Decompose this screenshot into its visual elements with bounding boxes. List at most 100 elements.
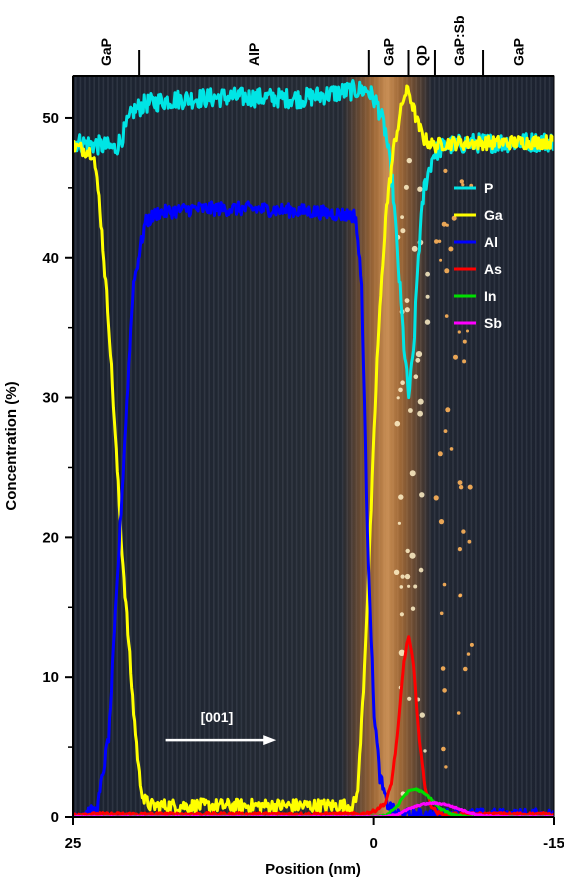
bright-spot — [406, 157, 412, 164]
bright-spot — [457, 330, 461, 334]
lattice-stripe — [194, 76, 197, 817]
lattice-stripe — [507, 76, 509, 817]
lattice-stripe — [75, 76, 77, 817]
legend-label-in: In — [484, 288, 496, 304]
lattice-stripe — [272, 76, 275, 817]
lattice-stripe — [286, 76, 289, 817]
bright-spot — [403, 184, 409, 190]
lattice-stripe — [305, 76, 307, 817]
bright-spot — [458, 594, 462, 598]
lattice-stripe — [548, 76, 551, 817]
bright-spot — [457, 480, 463, 485]
bright-spot — [463, 666, 468, 672]
bright-spot — [466, 329, 469, 333]
lattice-stripe — [525, 76, 528, 817]
lattice-stripe — [516, 76, 519, 817]
x-axis-title: Position (nm) — [265, 861, 361, 878]
bright-spot — [417, 398, 424, 405]
bright-spot — [449, 447, 454, 451]
bright-spot — [442, 688, 447, 693]
bright-spot — [398, 494, 404, 500]
bright-spot — [400, 228, 406, 234]
lattice-stripe — [259, 76, 261, 817]
lattice-stripe — [107, 76, 109, 817]
y-tick-label: 30 — [42, 390, 59, 407]
lattice-stripe — [245, 76, 247, 817]
bright-spot — [441, 221, 447, 227]
bright-spot — [467, 484, 473, 490]
lattice-stripe — [125, 76, 128, 817]
lattice-stripe — [461, 76, 463, 817]
lattice-stripe — [493, 76, 496, 817]
lattice-stripe — [456, 76, 459, 817]
direction-annotation: [001] — [165, 709, 277, 746]
bright-spot — [415, 351, 423, 358]
region-label: QD — [414, 45, 430, 66]
lattice-stripe — [162, 76, 164, 817]
lattice-stripe — [84, 76, 86, 817]
bright-spot — [424, 319, 431, 325]
bright-spot — [441, 746, 446, 752]
legend: P Ga Al As In Sb — [454, 180, 503, 331]
bright-spot — [411, 245, 418, 252]
lattice-stripe — [176, 76, 178, 817]
lattice-stripe — [121, 76, 123, 817]
y-tick-label: 50 — [42, 110, 59, 127]
lattice-stripe — [447, 76, 450, 817]
lattice-stripe — [438, 76, 440, 817]
bright-spot — [439, 258, 443, 262]
lattice-stripe — [185, 76, 187, 817]
bright-spot — [444, 268, 450, 274]
lattice-stripe — [93, 76, 95, 817]
atomic-bright-spots — [393, 157, 474, 797]
region-bar: GaP AlP GaP QD GaP:Sb GaP — [73, 15, 554, 77]
bright-spot — [417, 410, 423, 417]
lattice-stripe — [521, 76, 523, 817]
bright-spot — [448, 246, 454, 252]
bright-spot — [398, 649, 406, 656]
lattice-stripe — [130, 76, 132, 817]
bright-spot — [419, 492, 425, 498]
direction-label: [001] — [201, 709, 234, 725]
bright-spot — [404, 298, 410, 303]
bright-spot — [393, 569, 400, 575]
lattice-stripe — [226, 76, 229, 817]
x-tick-label: 0 — [369, 835, 377, 852]
lattice-stripe — [314, 76, 316, 817]
y-tick-label: 0 — [51, 809, 59, 826]
lattice-stripe — [530, 76, 532, 817]
bright-spot — [461, 183, 465, 187]
plot-area: [001] P Ga Al As In Sb — [73, 76, 554, 817]
lattice-stripe — [167, 76, 169, 817]
bright-spot — [445, 407, 451, 413]
bright-spot — [443, 429, 448, 433]
lattice-stripe — [98, 76, 100, 817]
bright-spot — [425, 271, 430, 277]
lattice-stripe — [134, 76, 137, 817]
lattice-stripe — [512, 76, 514, 817]
lattice-stripe — [236, 76, 238, 817]
lattice-stripe — [180, 76, 183, 817]
bright-spot — [457, 547, 462, 552]
lattice-stripe — [157, 76, 160, 817]
lattice-stripe — [452, 76, 454, 817]
lattice-stripe — [479, 76, 482, 817]
bright-spot — [444, 314, 449, 318]
lattice-stripe — [263, 76, 266, 817]
bright-spot — [458, 485, 464, 490]
bright-spot — [417, 186, 423, 192]
bright-spot — [439, 611, 444, 616]
lattice-stripe — [475, 76, 477, 817]
bright-spot — [434, 239, 439, 244]
lattice-stripe — [144, 76, 146, 817]
bright-spot — [399, 612, 404, 617]
lattice-stripe — [309, 76, 312, 817]
bright-spot — [425, 294, 430, 299]
bright-spot — [404, 307, 410, 313]
direction-arrow-head — [263, 735, 277, 746]
lattice-stripe — [171, 76, 174, 817]
lattice-stripe — [300, 76, 302, 817]
lattice-stripe — [291, 76, 293, 817]
lattice-stripe — [282, 76, 284, 817]
